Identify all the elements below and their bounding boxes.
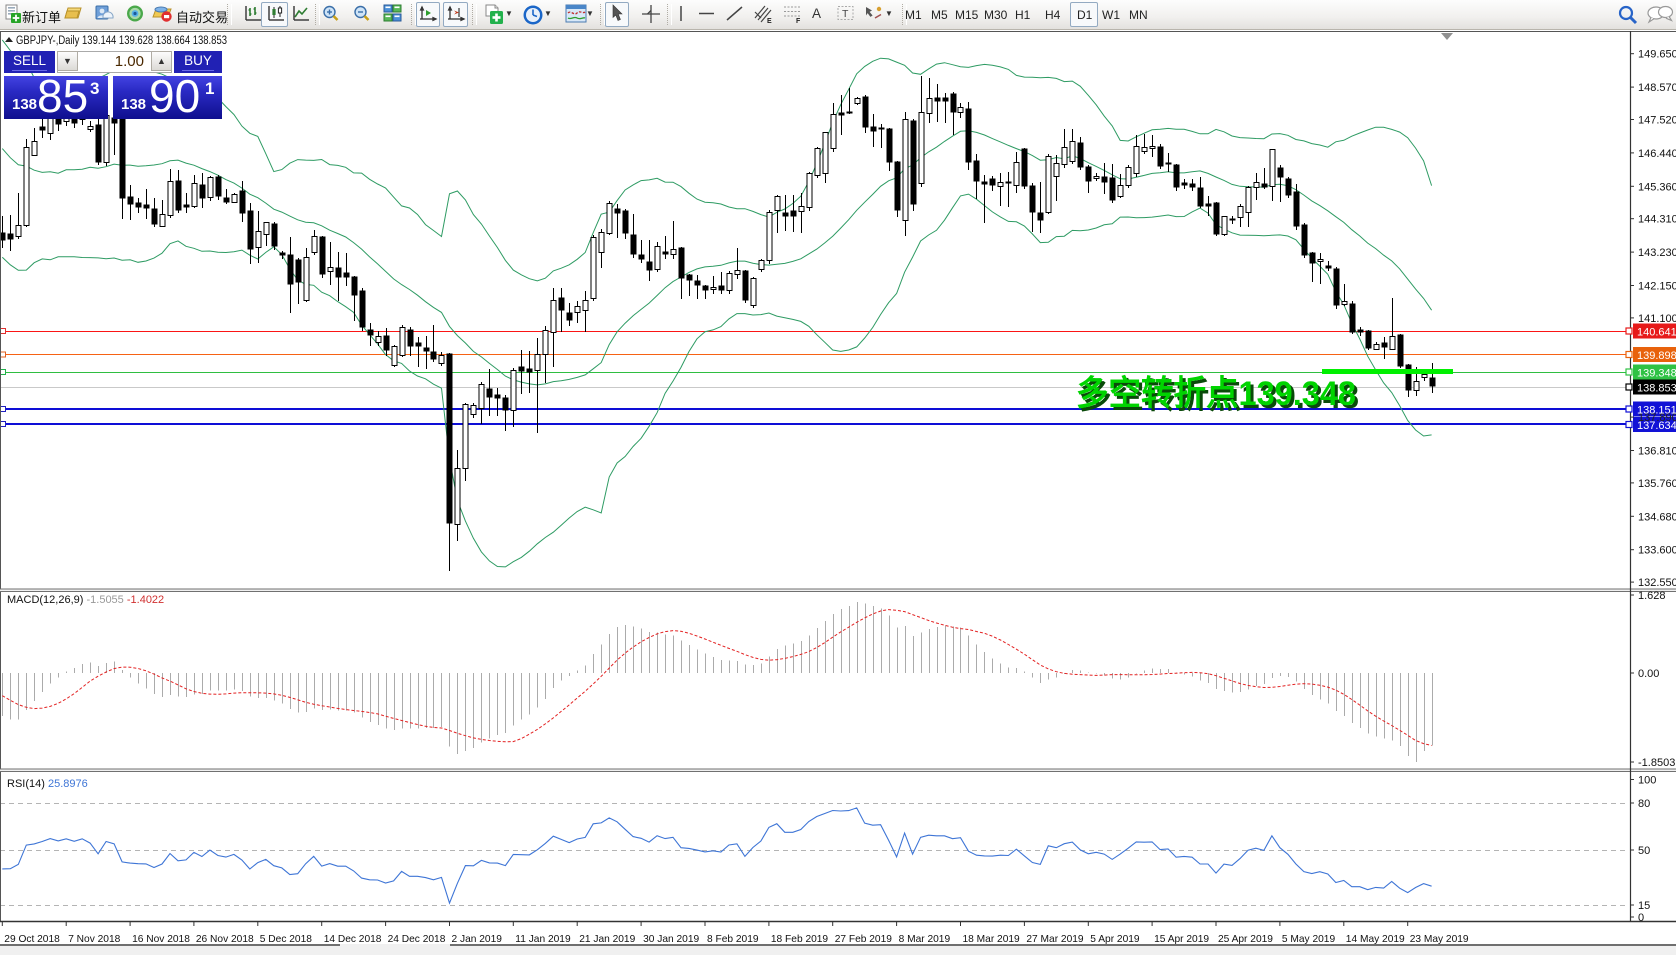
svg-text:多空转折点139.348: 多空转折点139.348 [1079,378,1359,416]
svg-text:14 Dec 2018: 14 Dec 2018 [324,934,382,945]
svg-text:29 Oct 2018: 29 Oct 2018 [4,934,60,945]
svg-text:MACD(12,26,9) -1.5055 -1.4022: MACD(12,26,9) -1.5055 -1.4022 [7,594,164,606]
svg-text:132.550: 132.550 [1638,577,1676,589]
svg-text:11 Jan 2019: 11 Jan 2019 [515,934,571,945]
svg-text:144.310: 144.310 [1638,214,1676,226]
svg-text:149.650: 149.650 [1638,49,1676,61]
svg-text:18 Feb 2019: 18 Feb 2019 [771,934,829,945]
svg-text:140.641: 140.641 [1637,327,1676,339]
svg-text:145.360: 145.360 [1638,181,1676,193]
svg-text:7 Nov 2018: 7 Nov 2018 [68,934,120,945]
svg-text:139.348: 139.348 [1637,368,1676,380]
svg-text:50: 50 [1638,845,1650,857]
svg-text:2 Jan 2019: 2 Jan 2019 [452,934,503,945]
svg-text:137.890: 137.890 [1638,412,1676,424]
svg-text:A: A [812,6,821,21]
svg-text:23 May 2019: 23 May 2019 [1410,934,1469,945]
svg-text:16 Nov 2018: 16 Nov 2018 [132,934,190,945]
svg-text:137.634: 137.634 [1637,420,1676,432]
svg-text:100: 100 [1638,775,1656,787]
svg-text:27 Mar 2019: 27 Mar 2019 [1026,934,1084,945]
svg-text:GBPJPY-,Daily 139.144 139.628: GBPJPY-,Daily 139.144 139.628 138.664 13… [16,35,227,47]
svg-text:RSI(14) 25.8976: RSI(14) 25.8976 [7,778,88,790]
svg-text:8 Feb 2019: 8 Feb 2019 [707,934,759,945]
svg-text:0.00: 0.00 [1638,668,1659,680]
svg-text:5 Dec 2018: 5 Dec 2018 [260,934,312,945]
svg-text:5 Apr 2019: 5 Apr 2019 [1090,934,1140,945]
svg-text:-1.8503: -1.8503 [1638,757,1675,769]
svg-text:T: T [842,8,849,20]
svg-text:15 Apr 2019: 15 Apr 2019 [1154,934,1209,945]
svg-text:142.150: 142.150 [1638,281,1676,293]
svg-text:18 Mar 2019: 18 Mar 2019 [963,934,1021,945]
svg-text:27 Feb 2019: 27 Feb 2019 [835,934,893,945]
svg-text:0: 0 [1638,912,1644,924]
svg-text:15: 15 [1638,900,1650,912]
svg-text:8 Mar 2019: 8 Mar 2019 [899,934,951,945]
svg-text:21 Jan 2019: 21 Jan 2019 [579,934,635,945]
svg-text:26 Nov 2018: 26 Nov 2018 [196,934,254,945]
svg-text:80: 80 [1638,798,1650,810]
svg-text:147.520: 147.520 [1638,115,1676,127]
svg-text:多空转折点139.348: 多空转折点139.348 [1076,375,1356,413]
svg-text:134.680: 134.680 [1638,511,1676,523]
svg-text:138.853: 138.853 [1637,383,1676,395]
svg-text:14 May 2019: 14 May 2019 [1346,934,1405,945]
svg-text:138.151: 138.151 [1637,405,1676,417]
svg-text:146.440: 146.440 [1638,148,1676,160]
svg-text:148.570: 148.570 [1638,82,1676,94]
svg-text:30 Jan 2019: 30 Jan 2019 [643,934,699,945]
svg-text:5 May 2019: 5 May 2019 [1282,934,1336,945]
svg-text:24 Dec 2018: 24 Dec 2018 [388,934,446,945]
svg-text:25 Apr 2019: 25 Apr 2019 [1218,934,1273,945]
svg-text:1.628: 1.628 [1638,590,1666,602]
svg-text:133.600: 133.600 [1638,545,1676,557]
svg-text:139.898: 139.898 [1637,350,1676,362]
svg-text:141.100: 141.100 [1638,313,1676,325]
svg-text:135.760: 135.760 [1638,478,1676,490]
svg-text:F: F [796,18,801,24]
svg-text:143.230: 143.230 [1638,247,1676,259]
svg-text:136.810: 136.810 [1638,446,1676,458]
svg-text:E: E [767,18,772,24]
